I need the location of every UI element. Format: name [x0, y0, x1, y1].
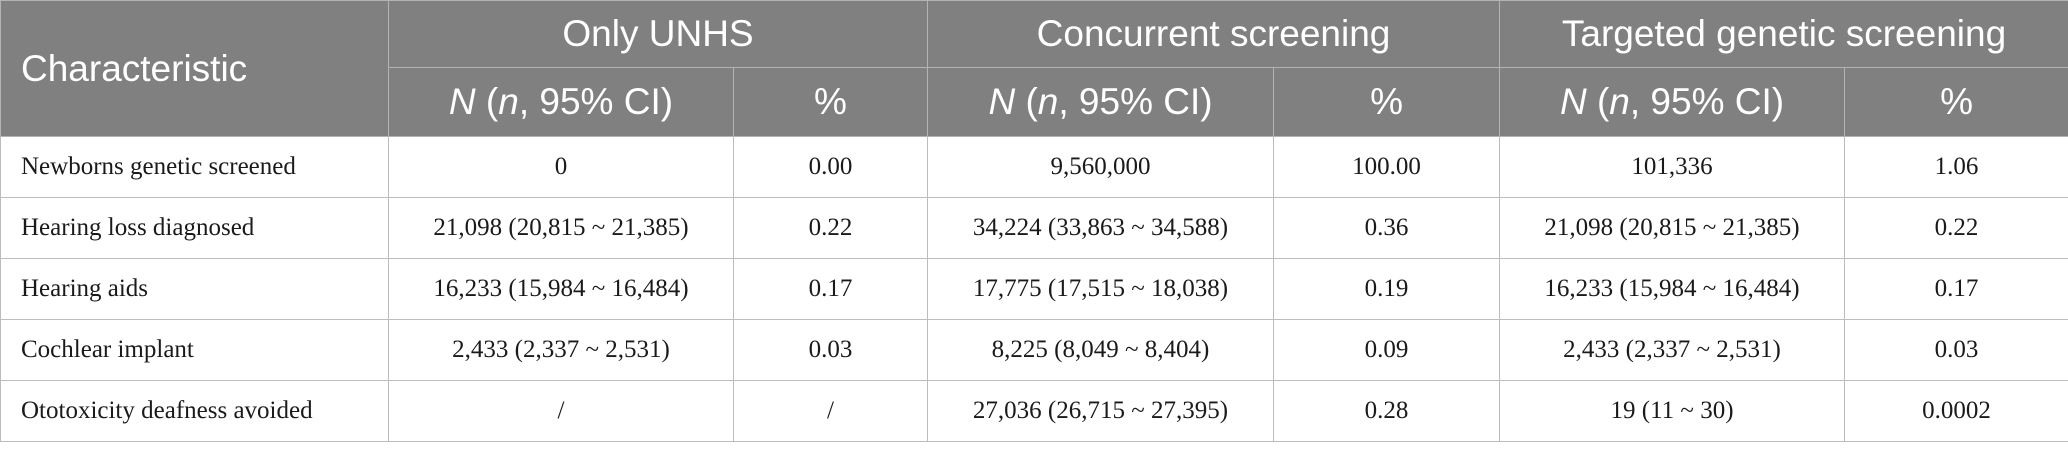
header-sub-n-open: ( [1586, 81, 1610, 122]
table-row: Newborns genetic screened 0 0.00 9,560,0… [0, 136, 2068, 198]
cell-unhs-pct: 0.00 [732, 136, 929, 198]
cell-concurrent-n: 27,036 (26,715 ~ 27,395) [927, 380, 1275, 442]
table-row: Ototoxicity deafness avoided / / 27,036 … [0, 380, 2068, 442]
cell-concurrent-pct: 0.19 [1273, 258, 1501, 320]
cell-concurrent-pct: 0.36 [1273, 197, 1501, 259]
cell-unhs-n: 16,233 (15,984 ~ 16,484) [388, 258, 734, 320]
table-row: Cochlear implant 2,433 (2,337 ~ 2,531) 0… [0, 319, 2068, 381]
header-sub-n-symbol: N [1559, 81, 1587, 122]
table-header: Characteristic Only UNHS Concurrent scre… [0, 0, 2068, 137]
cell-targeted-n: 21,098 (20,815 ~ 21,385) [1499, 197, 1846, 259]
row-label: Ototoxicity deafness avoided [0, 380, 389, 442]
cell-concurrent-pct: 100.00 [1273, 136, 1501, 198]
cell-concurrent-pct: 0.28 [1273, 380, 1501, 442]
header-sub-n-ci: N (n, 95% CI) [927, 67, 1275, 137]
cell-targeted-pct: 0.17 [1844, 258, 2068, 320]
cell-targeted-pct: 0.03 [1844, 319, 2068, 381]
header-sub-pct: % [1273, 67, 1501, 137]
table-body: Newborns genetic screened 0 0.00 9,560,0… [0, 136, 2068, 442]
cell-concurrent-pct: 0.09 [1273, 319, 1501, 381]
cell-targeted-pct: 0.22 [1844, 197, 2068, 259]
header-sub-n-open: ( [1015, 81, 1038, 122]
row-label: Newborns genetic screened [0, 136, 389, 198]
cell-unhs-n: 21,098 (20,815 ~ 21,385) [388, 197, 734, 259]
cell-unhs-pct: 0.03 [732, 319, 929, 381]
header-sub-n-rest: , 95% CI) [518, 81, 674, 122]
header-sub-n-rest: , 95% CI) [1058, 81, 1213, 122]
header-sub-n-rest: , 95% CI) [1629, 81, 1785, 122]
cell-targeted-pct: 0.0002 [1844, 380, 2068, 442]
cell-targeted-n: 2,433 (2,337 ~ 2,531) [1499, 319, 1846, 381]
header-sub-n-symbol: N [988, 81, 1016, 122]
cell-targeted-n: 19 (11 ~ 30) [1499, 380, 1846, 442]
table-row: Hearing aids 16,233 (15,984 ~ 16,484) 0.… [0, 258, 2068, 320]
cell-concurrent-n: 17,775 (17,515 ~ 18,038) [927, 258, 1275, 320]
row-label: Hearing aids [0, 258, 389, 320]
header-group-concurrent: Concurrent screening [927, 0, 1501, 68]
cell-targeted-pct: 1.06 [1844, 136, 2068, 198]
cell-unhs-n: 0 [388, 136, 734, 198]
cell-concurrent-n: 34,224 (33,863 ~ 34,588) [927, 197, 1275, 259]
cell-concurrent-n: 8,225 (8,049 ~ 8,404) [927, 319, 1275, 381]
header-group-only-unhs: Only UNHS [387, 0, 929, 68]
row-label: Cochlear implant [0, 319, 389, 381]
header-group-targeted: Targeted genetic screening [1499, 0, 2068, 68]
cell-unhs-pct: 0.22 [732, 197, 929, 259]
cell-targeted-n: 101,336 [1499, 136, 1846, 198]
cell-unhs-n: / [388, 380, 734, 442]
screening-results-table: Characteristic Only UNHS Concurrent scre… [0, 0, 2068, 442]
header-row-groups: Characteristic Only UNHS Concurrent scre… [0, 0, 2068, 137]
cell-unhs-pct: 0.17 [732, 258, 929, 320]
header-sub-n-symbol: N [448, 81, 476, 122]
row-label: Hearing loss diagnosed [0, 197, 389, 259]
header-sub-n-open: ( [475, 81, 499, 122]
cell-targeted-n: 16,233 (15,984 ~ 16,484) [1499, 258, 1846, 320]
cell-unhs-pct: / [732, 380, 929, 442]
cell-unhs-n: 2,433 (2,337 ~ 2,531) [388, 319, 734, 381]
header-sub-n-ci: N (n, 95% CI) [388, 67, 734, 137]
header-sub-pct: % [732, 67, 929, 137]
header-characteristic: Characteristic [0, 0, 389, 137]
header-sub-pct: % [1844, 67, 2068, 137]
header-sub-n-italic: n [1609, 81, 1630, 122]
header-sub-n-italic: n [498, 81, 519, 122]
table-row: Hearing loss diagnosed 21,098 (20,815 ~ … [0, 197, 2068, 259]
header-sub-n-italic: n [1037, 81, 1059, 122]
header-sub-n-ci: N (n, 95% CI) [1499, 67, 1846, 137]
cell-concurrent-n: 9,560,000 [927, 136, 1275, 198]
